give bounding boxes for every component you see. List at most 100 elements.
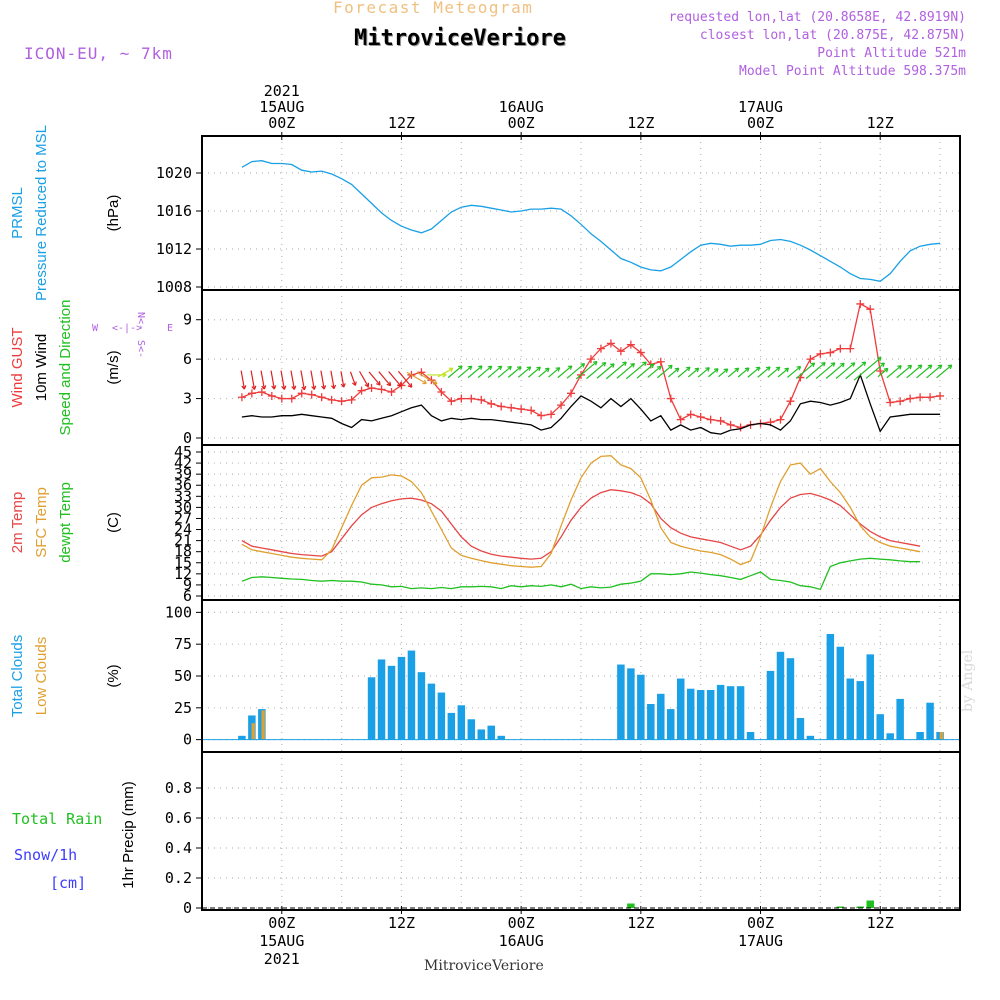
x-tick-label-bottom: 2021 bbox=[264, 950, 300, 968]
wind-arrow bbox=[557, 365, 573, 379]
wind-arrow-head bbox=[883, 367, 889, 373]
y-tick-label: 36 bbox=[174, 476, 192, 494]
gust-marker bbox=[537, 411, 546, 420]
y-tick-label: 9 bbox=[183, 576, 192, 594]
wind-arrow-head bbox=[840, 362, 845, 368]
wind-arrow bbox=[388, 371, 402, 387]
gust-marker bbox=[337, 397, 346, 406]
rain-bar bbox=[856, 906, 865, 908]
panel-frame bbox=[201, 135, 961, 291]
cloud-bar-total bbox=[637, 674, 645, 740]
cloud-bar-low bbox=[939, 732, 944, 740]
x-tick-label-bottom: 16AUG bbox=[499, 932, 544, 950]
closest-location: closest lon,lat (20.875E, 42.875N) bbox=[699, 28, 966, 43]
cloud-bar-total bbox=[238, 735, 246, 740]
x-tick-label-bottom: 00Z bbox=[747, 914, 774, 932]
wind-arrow-head bbox=[821, 361, 826, 367]
wind-arrow-head bbox=[734, 367, 740, 373]
cloud-bar-total bbox=[367, 677, 376, 740]
panel-label: SFC Temp bbox=[33, 487, 50, 558]
gust-marker bbox=[816, 349, 825, 358]
rain-bar bbox=[627, 903, 635, 908]
wind-arrow bbox=[359, 371, 369, 387]
wind-arrow-head bbox=[668, 364, 673, 370]
panel-frame bbox=[201, 444, 961, 601]
panel-label: dewpt Temp bbox=[57, 482, 74, 563]
wind-arrow bbox=[517, 366, 532, 378]
panel-unit: (%) bbox=[105, 664, 122, 687]
wind-arrow-head bbox=[897, 365, 902, 370]
wind-arrow bbox=[497, 365, 512, 378]
series-line bbox=[241, 302, 941, 429]
wind-arrow bbox=[566, 363, 585, 379]
cloud-bar-total bbox=[876, 714, 884, 740]
x-tick-label-top: 00Z bbox=[747, 114, 774, 132]
y-tick-label: 18 bbox=[174, 543, 192, 561]
cloud-bar-low bbox=[251, 723, 255, 740]
cloud-bar-total bbox=[447, 712, 456, 740]
gust-marker bbox=[247, 389, 256, 398]
point-altitude: Point Altitude 521m bbox=[817, 46, 966, 61]
panel-label: Total Clouds bbox=[9, 635, 26, 718]
cloud-bar-total bbox=[836, 646, 845, 740]
cloud-bar-total bbox=[457, 705, 466, 740]
y-tick-label: 15 bbox=[174, 554, 192, 572]
wind-arrow bbox=[457, 365, 473, 378]
gust-marker bbox=[487, 399, 496, 408]
y-tick-label: 1008 bbox=[156, 278, 192, 296]
wind-arrow-head bbox=[656, 365, 662, 371]
gust-marker bbox=[866, 305, 875, 314]
wind-arrow bbox=[718, 368, 729, 378]
wind-arrow bbox=[625, 361, 647, 380]
wind-arrow-head bbox=[386, 381, 392, 387]
gust-marker bbox=[467, 394, 476, 403]
cloud-bar-total bbox=[706, 690, 715, 740]
wind-arrow-head bbox=[516, 366, 522, 371]
wind-arrow-head bbox=[694, 367, 700, 373]
wind-arrow bbox=[757, 366, 771, 378]
wind-arrow bbox=[647, 365, 662, 378]
cloud-bar-total bbox=[886, 733, 894, 740]
wind-arrow-head bbox=[810, 362, 816, 368]
x-tick-label-bottom: 12Z bbox=[388, 914, 415, 932]
cloud-bar-total bbox=[726, 686, 735, 740]
gust-marker bbox=[387, 388, 396, 396]
gust-marker bbox=[936, 391, 945, 400]
x-tick-label-top: 00Z bbox=[268, 114, 295, 132]
panel-label: Speed and Direction bbox=[57, 300, 74, 436]
wind-arrow-head bbox=[723, 368, 729, 373]
wind-arrow bbox=[250, 370, 256, 390]
cloud-bar-total bbox=[407, 650, 416, 740]
wind-arrow-head bbox=[947, 364, 953, 370]
wind-arrow-head bbox=[649, 363, 655, 369]
gust-marker bbox=[517, 405, 526, 414]
wind-arrow-head bbox=[536, 366, 541, 372]
gust-marker bbox=[616, 347, 625, 356]
wind-arrow bbox=[330, 370, 335, 389]
wind-arrow-head bbox=[927, 364, 933, 370]
cloud-bar-total bbox=[736, 686, 745, 740]
gust-marker bbox=[656, 357, 665, 366]
y-tick-label: 21 bbox=[174, 532, 192, 550]
gust-marker bbox=[327, 395, 336, 404]
cloud-bar-total bbox=[497, 735, 505, 740]
gust-marker bbox=[886, 398, 895, 407]
wind-arrow-head bbox=[555, 367, 561, 372]
wind-arrow bbox=[270, 370, 275, 390]
wind-arrow bbox=[290, 370, 295, 390]
wind-arrow-head bbox=[784, 367, 790, 373]
panel-label: PRMSL bbox=[9, 187, 26, 239]
panel-unit: 1hr Precip (mm) bbox=[120, 781, 137, 889]
panel-frame bbox=[201, 289, 961, 446]
cloud-bar-total bbox=[766, 670, 775, 740]
wind-arrow bbox=[310, 370, 315, 390]
gust-marker bbox=[686, 410, 695, 419]
gust-marker bbox=[557, 401, 566, 410]
wind-arrow-head bbox=[281, 385, 287, 390]
bottom-station-label: MitroviceVeriore bbox=[424, 958, 544, 974]
cloud-bar-low bbox=[261, 710, 265, 740]
wind-arrow-head bbox=[301, 385, 307, 391]
wind-arrow bbox=[575, 361, 598, 380]
gust-marker bbox=[497, 402, 506, 411]
y-tick-label: 100 bbox=[165, 603, 192, 621]
